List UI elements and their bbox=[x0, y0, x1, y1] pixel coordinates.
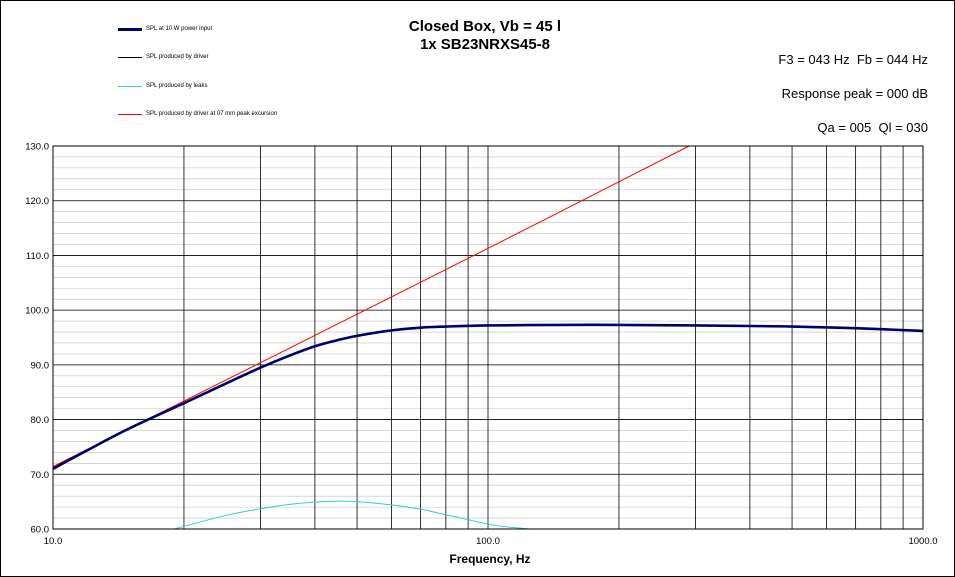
y-tick-label: 120.0 bbox=[25, 196, 49, 207]
chart-title-block: Closed Box, Vb = 45 l 1x SB23NRXS45-8 bbox=[300, 18, 670, 54]
chart-subtitle: 1x SB23NRXS45-8 bbox=[419, 36, 551, 53]
f3-fb-annotation: F3 = 043 Hz Fb = 044 Hz bbox=[778, 52, 928, 67]
series-line-spl-leaks bbox=[174, 500, 531, 530]
legend-label: SPL produced by driver bbox=[146, 54, 209, 60]
legend-swatch bbox=[118, 56, 142, 58]
x-axis-label: Frequency, Hz bbox=[449, 552, 530, 566]
legend-item-spl-excursion: SPL produced by driver at 07 mm peak exc… bbox=[118, 108, 277, 120]
series-curves bbox=[52, 145, 924, 530]
legend-swatch bbox=[118, 27, 142, 31]
y-tick-label: 70.0 bbox=[31, 470, 50, 481]
series-line-spl-total bbox=[52, 323, 924, 470]
chart-title: Closed Box, Vb = 45 l bbox=[408, 18, 562, 35]
grid-lines bbox=[53, 145, 923, 530]
y-tick-label: 110.0 bbox=[26, 251, 49, 262]
x-tick-label: 1000.0 bbox=[908, 536, 937, 547]
plot-area-border bbox=[52, 145, 924, 530]
axis-tick-labels: 60.0 70.0 80.0 90.0 100.0 110.0 120.0 130.0 10.0… bbox=[25, 142, 937, 548]
legend-label: SPL produced by driver at 07 mm peak exc… bbox=[146, 111, 278, 117]
legend-swatch bbox=[118, 113, 142, 115]
y-tick-label: 80.0 bbox=[31, 415, 50, 426]
legend-label: SPL at 10 W power input bbox=[146, 26, 213, 32]
legend-item-spl-driver: SPL produced by driver bbox=[118, 51, 208, 63]
y-tick-label: 90.0 bbox=[31, 360, 50, 371]
x-tick-label: 100.0 bbox=[476, 536, 500, 547]
legend-swatch bbox=[118, 85, 142, 87]
legend-item-spl-total: SPL at 10 W power input bbox=[118, 23, 212, 35]
response-peak-annotation: Response peak = 000 dB bbox=[781, 86, 928, 101]
legend-label: SPL produced by leaks bbox=[146, 83, 208, 89]
x-tick-label: 10.0 bbox=[44, 536, 63, 547]
y-tick-label: 130.0 bbox=[25, 142, 49, 153]
y-tick-label: 100.0 bbox=[25, 306, 49, 317]
y-tick-label: 60.0 bbox=[31, 525, 50, 536]
qa-ql-annotation: Qa = 005 Ql = 030 bbox=[817, 120, 928, 135]
legend-item-spl-leaks: SPL produced by leaks bbox=[118, 80, 207, 92]
